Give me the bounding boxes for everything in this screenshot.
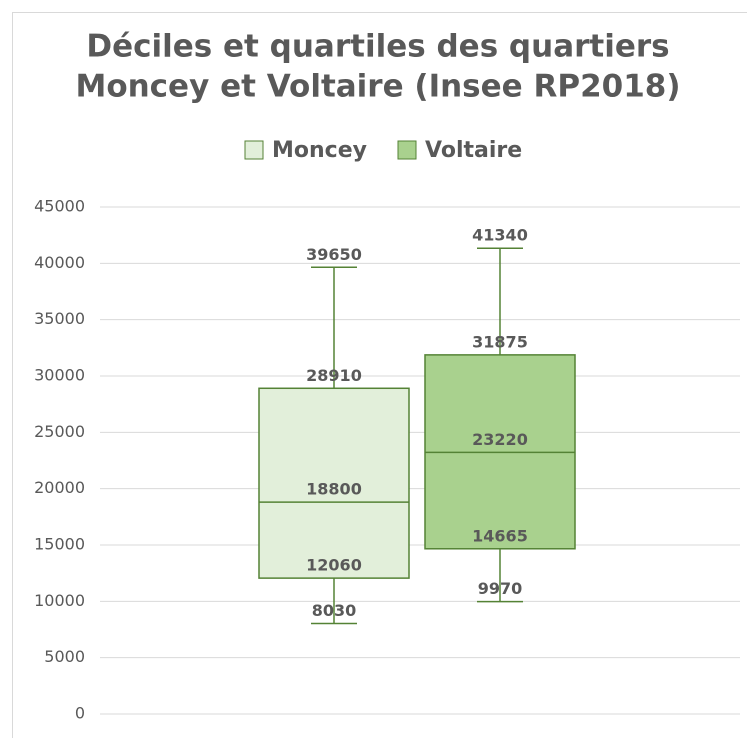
y-tick-label: 35000 bbox=[34, 309, 85, 328]
legend-label: Moncey bbox=[272, 138, 367, 163]
y-tick-label: 30000 bbox=[34, 366, 85, 385]
data-label: 39650 bbox=[306, 245, 362, 264]
data-label: 23220 bbox=[472, 430, 528, 449]
box bbox=[258, 387, 410, 579]
y-tick-label: 40000 bbox=[34, 253, 85, 272]
legend-swatch bbox=[244, 140, 264, 160]
y-tick-label: 5000 bbox=[44, 647, 85, 666]
data-label: 18800 bbox=[306, 480, 362, 499]
y-tick-label: 25000 bbox=[34, 422, 85, 441]
data-label: 8030 bbox=[312, 601, 357, 620]
data-label: 31875 bbox=[472, 332, 528, 351]
chart-title: Déciles et quartiles des quartiers bbox=[86, 29, 669, 65]
y-tick-label: 15000 bbox=[34, 535, 85, 554]
data-label: 28910 bbox=[306, 366, 362, 385]
y-tick-label: 0 bbox=[75, 704, 85, 723]
legend-label: Voltaire bbox=[425, 138, 522, 163]
data-label: 12060 bbox=[306, 556, 362, 575]
data-label: 41340 bbox=[472, 226, 528, 245]
data-label: 14665 bbox=[472, 526, 528, 545]
y-tick-label: 20000 bbox=[34, 478, 85, 497]
legend-swatch bbox=[397, 140, 417, 160]
chart-border bbox=[12, 12, 747, 738]
y-tick-label: 10000 bbox=[34, 591, 85, 610]
y-tick-label: 45000 bbox=[34, 197, 85, 216]
chart-title: Moncey et Voltaire (Insee RP2018) bbox=[75, 69, 680, 105]
data-label: 9970 bbox=[478, 579, 523, 598]
